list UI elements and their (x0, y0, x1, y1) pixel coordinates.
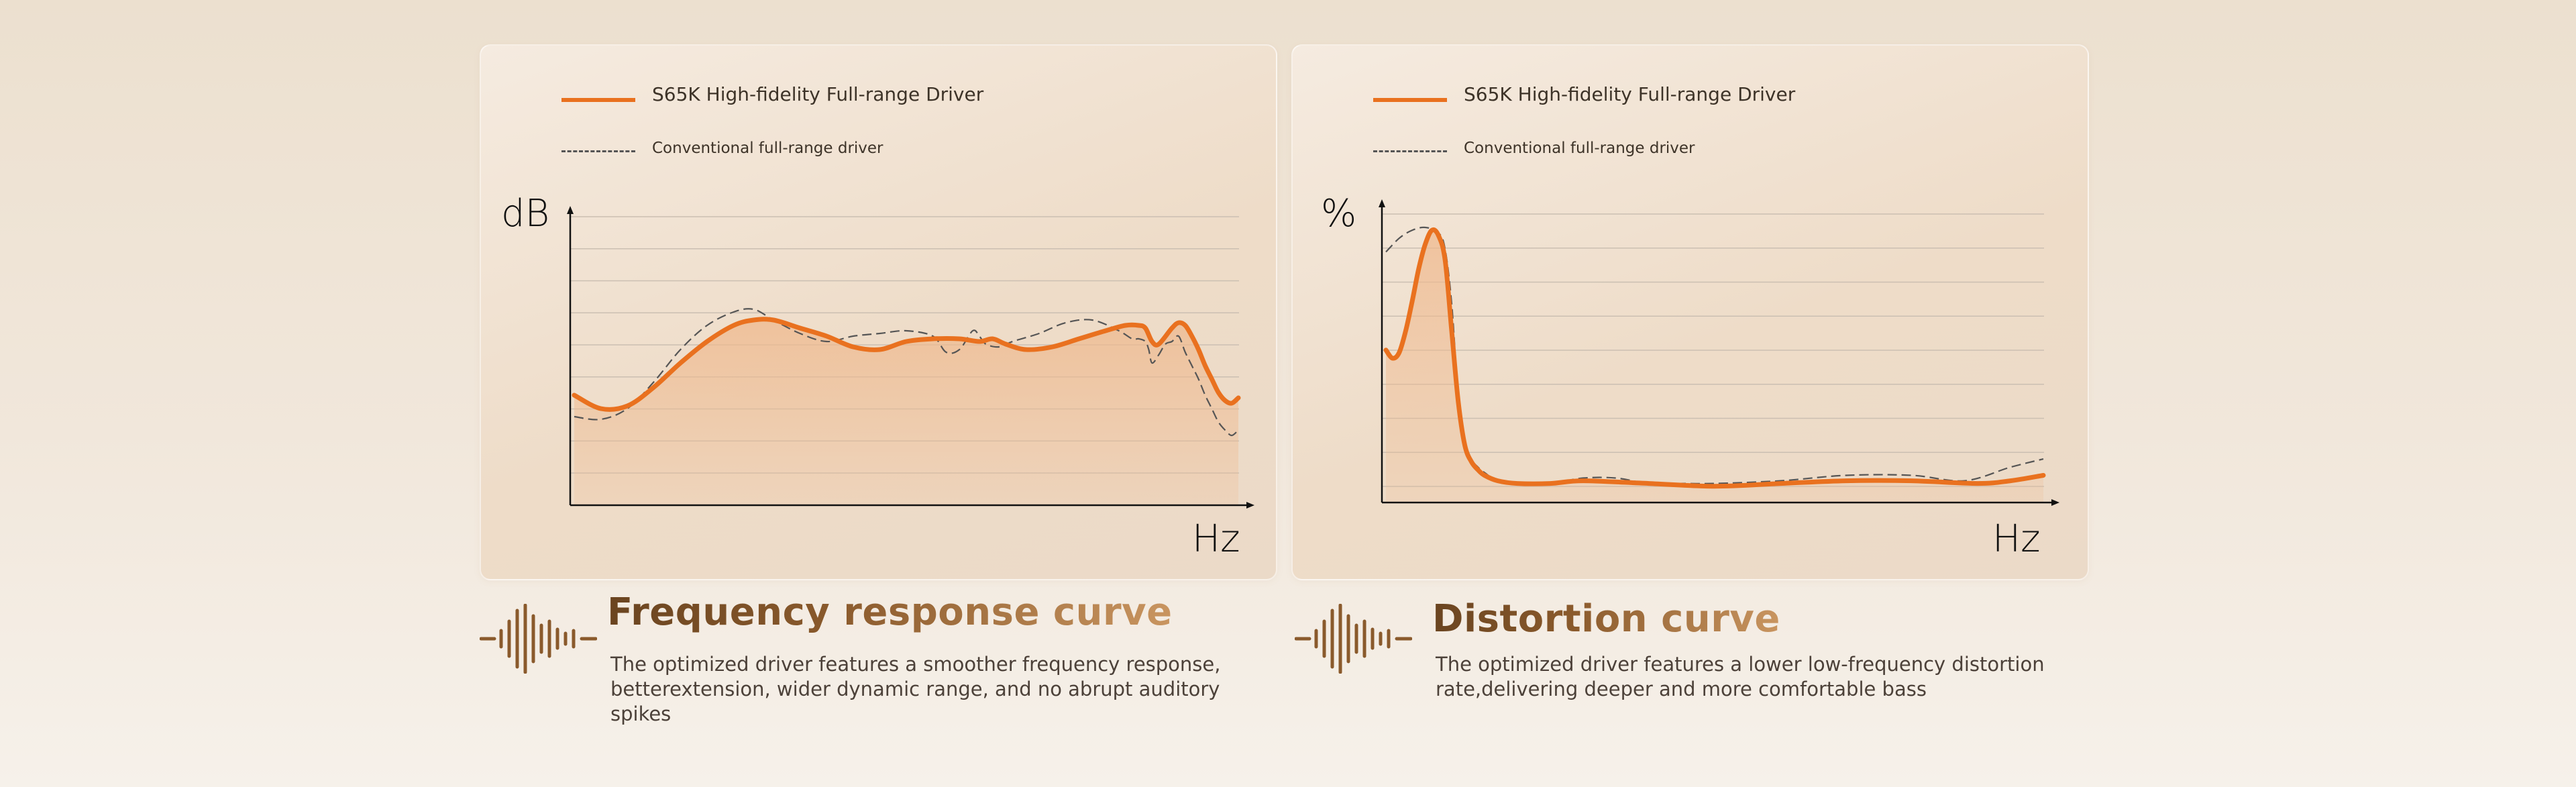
caption-description: The optimized driver features a smoother… (610, 653, 1221, 725)
series-area-fill (1386, 229, 2043, 503)
legend-main-label: S65K High-fidelity Full-range Driver (652, 83, 984, 105)
series-line-s65k (1383, 227, 2046, 489)
legend-solid-swatch (561, 98, 635, 102)
distortion-chart (1379, 199, 2059, 506)
y-axis-unit: dB (501, 192, 550, 235)
series-area-fill (574, 319, 1238, 505)
y-axis-unit: % (1321, 192, 1357, 235)
y-axis-arrow (1379, 199, 1385, 207)
x-axis-unit: Hz (1992, 517, 2041, 561)
distortion-panel: S65K High-fidelity Full-range Driver Con… (1291, 44, 2089, 580)
legend-solid-swatch (1373, 98, 1447, 102)
frequency-response-panel: S65K High-fidelity Full-range Driver Con… (480, 44, 1277, 580)
frequency-response-chart (567, 206, 1254, 509)
series-line-conventional (574, 308, 1239, 437)
caption-description: The optimized driver features a lower lo… (1436, 653, 2045, 700)
x-axis-arrow (2051, 499, 2059, 506)
caption-title: Distortion curve (1432, 597, 1780, 641)
sound-wave-icon (480, 604, 597, 674)
series-line-conventional (1385, 226, 2044, 485)
legend-sub-label: Conventional full-range driver (1464, 140, 1695, 157)
legend-dashed-swatch (1373, 150, 1447, 152)
x-axis-unit: Hz (1192, 517, 1240, 561)
x-axis-arrow (1246, 502, 1254, 509)
y-axis-arrow (567, 206, 574, 214)
legend-sub-label: Conventional full-range driver (652, 140, 883, 157)
series-line-s65k (572, 317, 1241, 412)
legend-main-label: S65K High-fidelity Full-range Driver (1464, 83, 1796, 105)
caption-title: Frequency response curve (607, 590, 1173, 634)
legend-dashed-swatch (561, 150, 635, 152)
sound-wave-icon (1295, 604, 1412, 674)
